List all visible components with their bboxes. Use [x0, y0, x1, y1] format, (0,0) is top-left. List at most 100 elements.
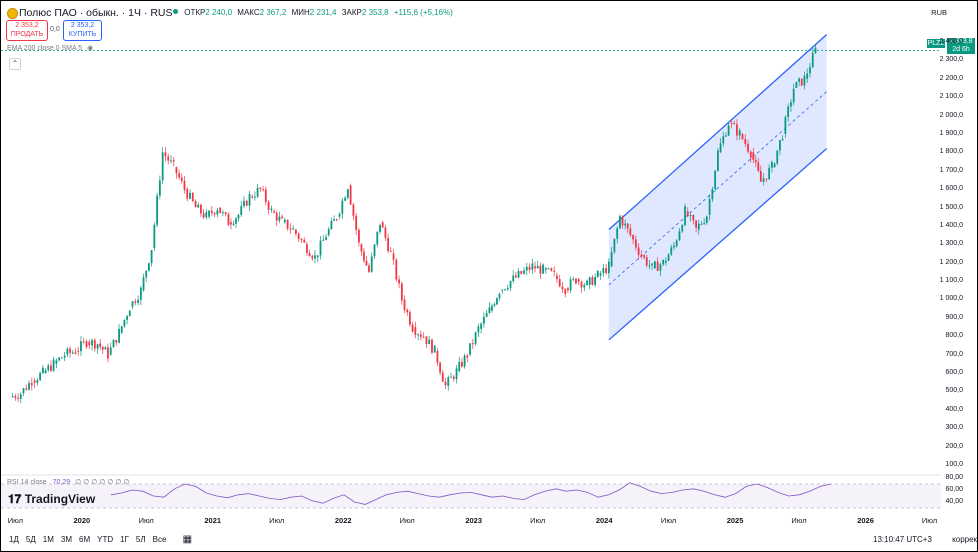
candle-body — [741, 133, 744, 140]
candle-body — [96, 344, 99, 349]
candle-body — [765, 178, 768, 180]
candle-body — [798, 78, 800, 82]
candle-body — [178, 173, 181, 178]
clock[interactable]: 13:10:47 UTC+3 — [873, 535, 932, 544]
symbol-title[interactable]: Полюс ПАО · обыкн. · 1Ч · RUS — [7, 7, 173, 19]
tradingview-logo[interactable]: 𝟏𝟕 TradingView — [8, 492, 96, 506]
collapse-legend-button[interactable]: ⌃ — [9, 58, 21, 70]
candle-body — [411, 324, 414, 332]
rsi-legend[interactable]: RSI 14 close 70,29 ∅ ∅ ∅ ∅ ∅ ∅ ∅ — [7, 479, 130, 486]
price-tick-label: 1 200,0 — [939, 258, 963, 266]
calendar-range-icon[interactable]: ▦ — [182, 534, 193, 545]
candle-body — [779, 140, 781, 151]
candle-body — [736, 124, 738, 136]
candle-body — [63, 355, 66, 358]
candle-body — [583, 284, 586, 288]
candle-body — [610, 252, 613, 267]
candle-body — [82, 341, 85, 343]
candle-body — [425, 336, 428, 344]
candle-body — [520, 271, 523, 274]
candle-body — [711, 189, 714, 200]
candle-body — [408, 312, 411, 325]
price-tick-label: 1 300,0 — [939, 240, 963, 248]
candle-body — [515, 275, 517, 278]
range-button-3[interactable]: 3М — [60, 535, 72, 544]
candle-body — [653, 261, 656, 269]
price-tick-label: 800,0 — [945, 332, 963, 340]
candle-body — [403, 299, 406, 311]
candle-body — [360, 244, 363, 252]
candle-body — [567, 288, 569, 291]
candle-body — [455, 368, 458, 379]
range-button-6[interactable]: 1Г — [120, 535, 129, 544]
candle-body — [572, 278, 575, 280]
candle-body — [722, 136, 725, 144]
candle-body — [553, 270, 556, 272]
candle-body — [278, 216, 281, 221]
candle-body — [433, 345, 436, 353]
candle-body — [695, 220, 697, 228]
candle-body — [123, 319, 126, 327]
range-button-1[interactable]: 5Д — [25, 535, 36, 544]
candle-body — [352, 204, 355, 216]
low-value: 2 231,4 — [309, 8, 337, 17]
candle-body — [626, 223, 629, 229]
ticker-tag: PLZL — [927, 39, 945, 48]
candle-body — [619, 215, 621, 229]
candle-body — [689, 215, 692, 217]
candle-body — [120, 326, 123, 333]
price-tick-label: 1 800,0 — [939, 148, 963, 156]
candle-body — [738, 130, 741, 136]
range-button-7[interactable]: 5Л — [135, 535, 146, 544]
candle-body — [768, 167, 771, 180]
range-toolbar: 1Д 5Д 1М 3М 6М YTD 1Г 5Л Все ▦ — [9, 534, 199, 545]
range-button-4[interactable]: 6М — [79, 535, 91, 544]
candle-body — [216, 210, 219, 215]
candle-body — [651, 263, 654, 266]
candle-body — [376, 231, 379, 245]
candle-body — [39, 372, 42, 381]
candle-body — [286, 219, 289, 229]
adjust-toggle[interactable]: коррект. — [952, 535, 978, 544]
candle-body — [488, 307, 491, 314]
candle-body — [439, 362, 442, 373]
candle-body — [142, 277, 145, 291]
range-button-5[interactable]: YTD — [97, 535, 114, 544]
candle-body — [358, 230, 360, 243]
range-button-8[interactable]: Все — [152, 535, 167, 544]
candle-body — [558, 279, 561, 287]
candle-body — [525, 266, 528, 271]
candle-body — [224, 212, 227, 215]
candle-body — [392, 253, 395, 260]
candle-body — [414, 327, 417, 335]
time-tick-label: 2021 — [204, 516, 222, 525]
candle-body — [594, 276, 596, 285]
sell-button[interactable]: 2 353,2 ПРОДАТЬ — [6, 20, 48, 41]
buy-button[interactable]: 2 353,2 КУПИТЬ — [63, 20, 102, 41]
candle-body — [330, 220, 333, 230]
candle-body — [523, 270, 525, 274]
ma-legend[interactable]: EMA 200 close 0 SMA 5 ◉ — [7, 45, 94, 52]
range-button-2[interactable]: 1М — [42, 535, 54, 544]
candle-body — [556, 275, 558, 280]
candle-body — [491, 305, 493, 311]
candle-body — [621, 216, 624, 226]
range-button-0[interactable]: 1Д — [9, 535, 19, 544]
candle-body — [444, 381, 447, 386]
candle-body — [744, 139, 747, 144]
candle-body — [725, 135, 727, 137]
time-tick-label: 2024 — [595, 516, 613, 525]
candle-body — [406, 310, 409, 313]
candle-body — [458, 361, 461, 372]
candle-body — [564, 289, 567, 294]
rsi-line — [110, 482, 832, 505]
eye-icon[interactable]: ◉ — [87, 45, 94, 52]
candle-body — [230, 222, 232, 225]
candle-body — [161, 152, 164, 181]
currency-label[interactable]: RUB — [931, 8, 947, 17]
candle-body — [814, 47, 817, 53]
candle-body — [539, 265, 542, 274]
candle-body — [248, 194, 251, 206]
candle-body — [205, 212, 208, 218]
